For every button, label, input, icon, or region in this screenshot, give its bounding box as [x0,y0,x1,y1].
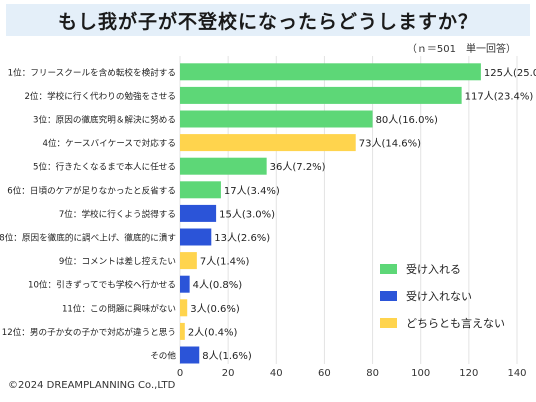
bar-value-label: 36人(7.2%) [270,161,326,173]
category-label: 3位：原因の徹底究明＆解決に努める [33,114,176,126]
x-tick-label: 40 [270,368,283,379]
bar-value-label: 2人(0.4%) [188,326,238,338]
x-tick-label: 20 [222,368,235,379]
category-label: 5位：行きたくなるまで本人に任せる [33,161,176,173]
legend-label: どちらとも言えない [406,317,505,330]
legend-swatch [380,264,397,274]
bar-value-label: 8人(1.6%) [202,350,252,362]
bar-value-label: 7人(1.4%) [200,256,250,268]
bar [180,346,200,364]
legend-label: 受け入れる [406,263,461,276]
bar [180,322,185,340]
bar-value-label: 73人(14.6%) [359,138,421,150]
bar [180,134,356,152]
bar [180,299,188,317]
category-label: 8位：原因を徹底的に調べ上げ、徹底的に潰す [0,232,176,244]
bar-value-label: 4人(0.8%) [193,279,243,291]
category-label: 6位：日頃のケアが足りなかったと反省する [7,184,176,196]
bar [180,86,462,104]
bar [180,157,267,175]
bar-value-label: 15人(3.0%) [219,208,275,220]
x-tick-label: 120 [459,368,478,379]
x-tick-label: 60 [318,368,331,379]
bar-value-label: 3人(0.6%) [190,303,240,315]
bar-value-label: 125人(25.0%) [484,67,536,79]
bar [180,181,221,199]
x-tick-label: 100 [411,368,430,379]
category-label: 10位：引きずってでも学校へ行かせる [28,279,176,291]
category-label: その他 [150,350,176,362]
category-label: 1位：フリースクールを含め転校を検討する [8,66,176,78]
x-tick-label: 140 [507,368,526,379]
legend-label: 受け入れない [406,290,472,303]
bar [180,204,217,222]
x-tick-label: 0 [177,368,183,379]
category-label: 7位：学校に行くよう説得する [59,208,176,220]
legend-swatch [380,318,397,328]
bar-value-label: 17人(3.4%) [224,185,280,197]
bar [180,252,197,270]
bar [180,63,481,81]
chart-title: もし我が子が不登校になったらどうしますか？ [57,10,478,33]
title-bar: もし我が子が不登校になったらどうしますか？ [6,4,530,36]
bar-value-label: 13人(2.6%) [214,232,270,244]
legend-swatch [380,291,397,301]
bar [180,228,212,246]
sample-note: （ｎ＝501 単一回答） [407,42,516,55]
bar [180,275,190,293]
category-label: 11位：この問題に興味がない [62,302,176,314]
category-label: 12位：男の子か女の子かで対応が違うと思う [2,326,176,338]
category-label: 4位：ケースバイケースで対応する [42,137,176,149]
bar-value-label: 117人(23.4%) [465,90,534,102]
bar [180,110,373,128]
copyright: ©2024 DREAMPLANNING Co.,LTD [8,380,176,391]
category-label: 2位：学校に行く代わりの勉強をさせる [24,90,176,102]
x-tick-label: 80 [366,368,379,379]
category-label: 9位：コメントは差し控えたい [59,255,176,267]
bar-value-label: 80人(16.0%) [376,114,438,126]
